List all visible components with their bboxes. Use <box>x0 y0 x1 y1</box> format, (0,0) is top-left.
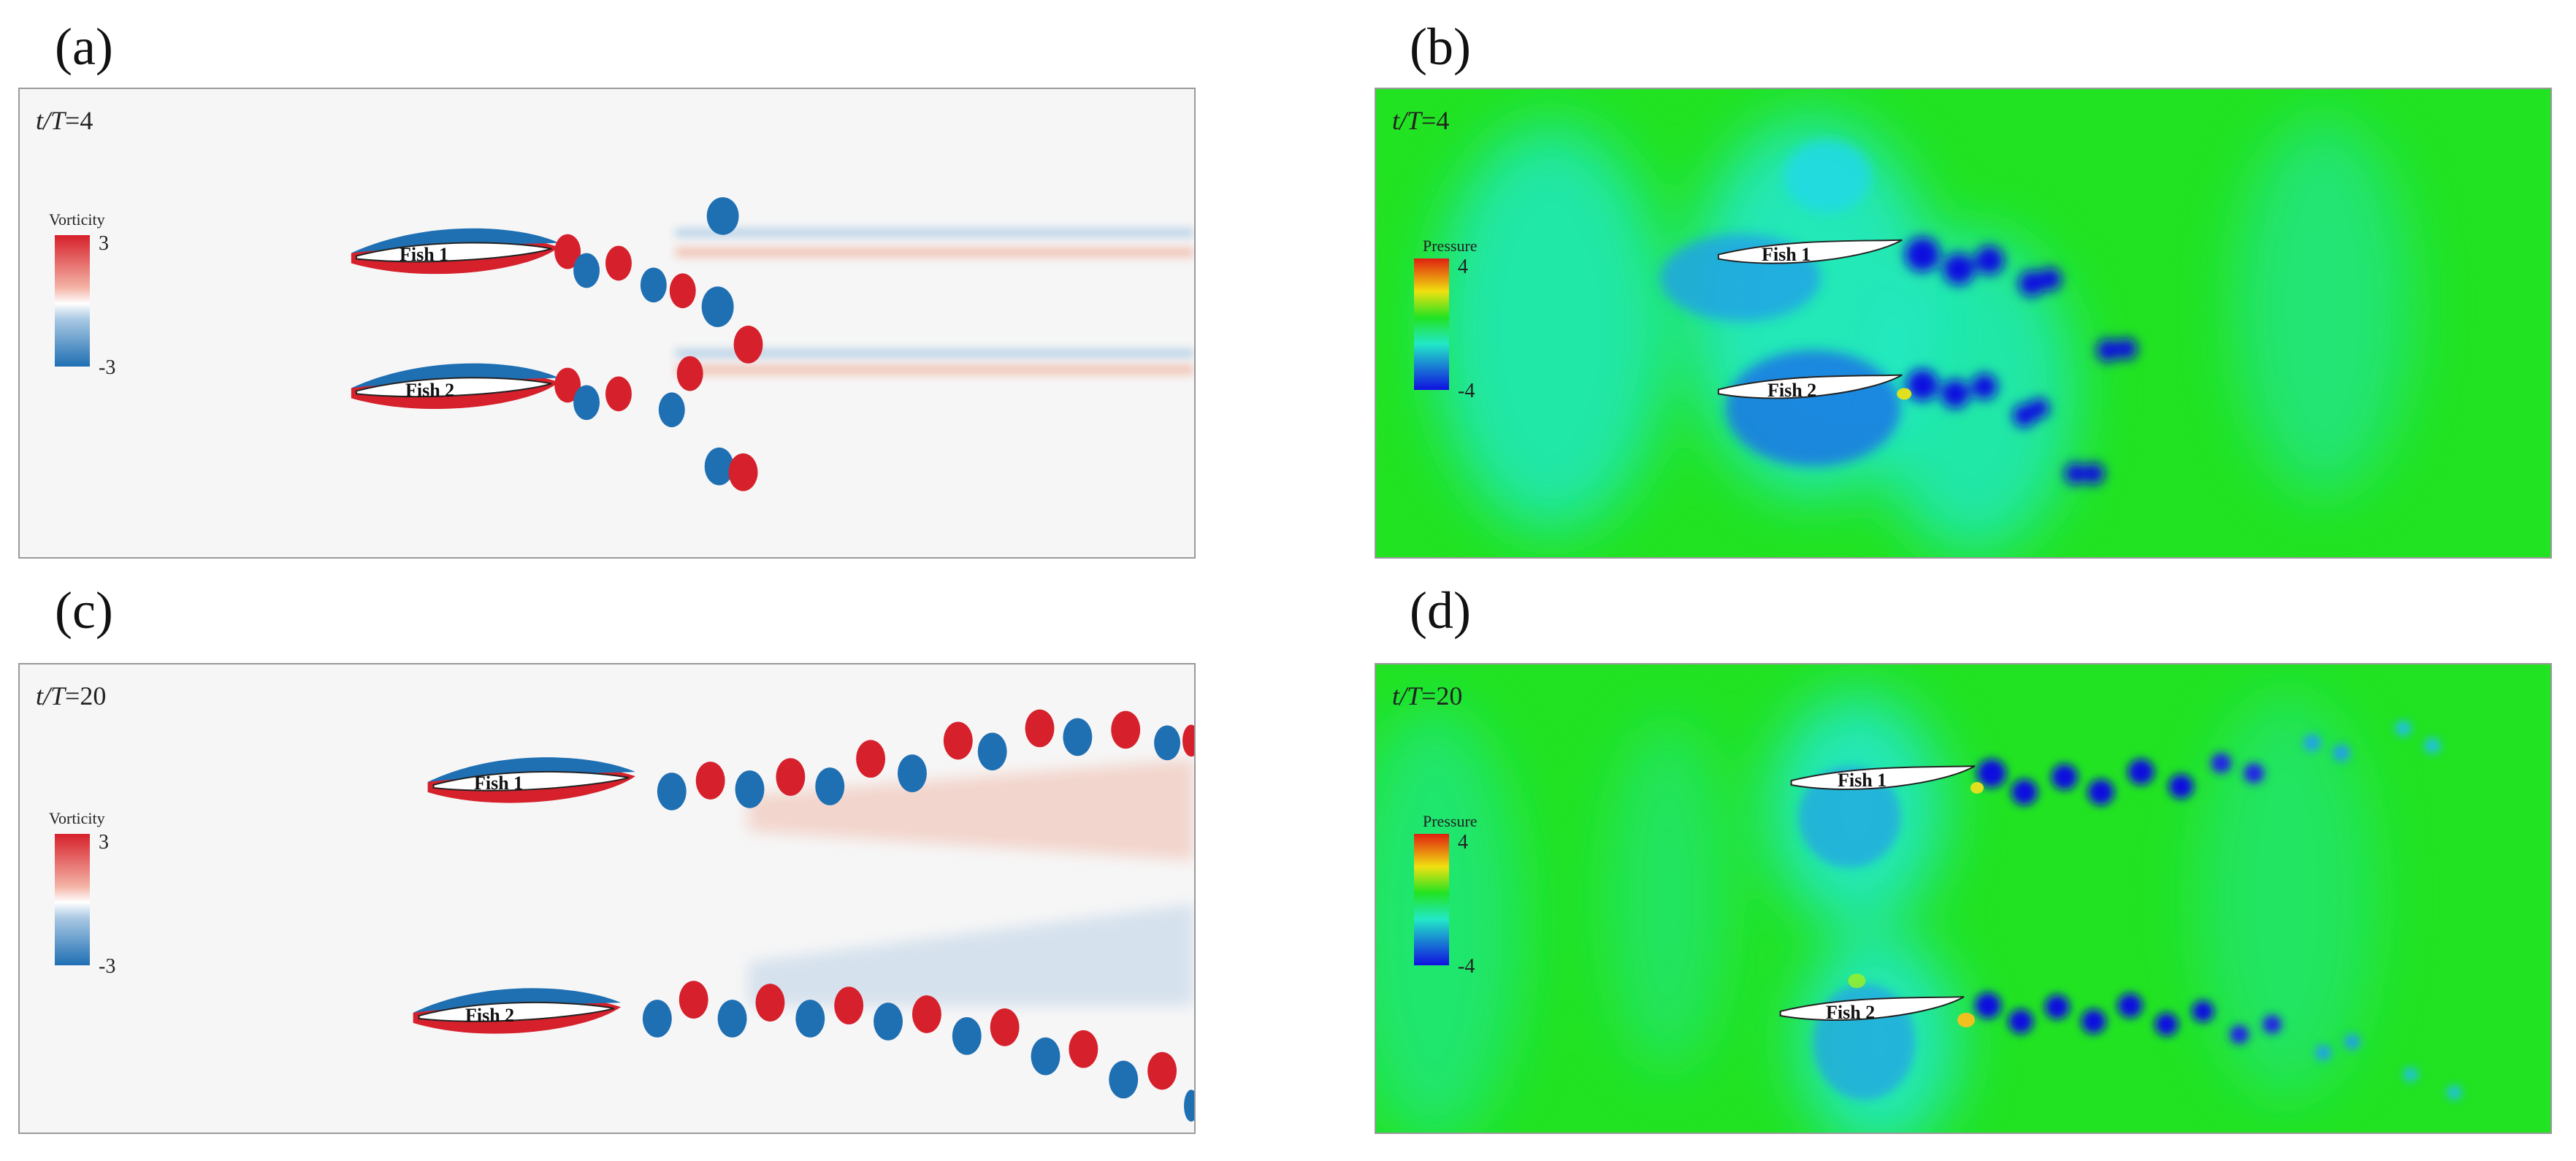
legend-max-b: 4 <box>1458 256 1468 278</box>
fish-1-label-d: Fish 1 <box>1838 770 1887 791</box>
fish-2-body-a <box>351 363 559 410</box>
pressure-vortices-d <box>1974 720 2462 1100</box>
pressure-field-d <box>1376 693 2462 1133</box>
time-label-d: t/T=20 <box>1392 681 1463 710</box>
fish-2-body-b <box>1717 374 1903 399</box>
pressure-colorbar-d <box>1414 834 1449 965</box>
fish-2-body-c <box>413 988 621 1034</box>
fish-1-body-d <box>1790 765 1976 790</box>
legend-min-c: -3 <box>99 955 116 978</box>
vortices-c <box>642 709 1194 1122</box>
legend-title-d: Pressure <box>1423 812 1478 830</box>
vorticity-colorbar-c <box>55 834 90 965</box>
fish-1-body-b <box>1717 239 1903 264</box>
fish-1-body-c <box>427 757 635 803</box>
legend-max-d: 4 <box>1458 831 1468 854</box>
legend-min-b: -4 <box>1458 380 1475 402</box>
fish-2-label-b: Fish 2 <box>1767 380 1817 401</box>
fish-1-body-a <box>351 228 559 275</box>
time-label-c: t/T=20 <box>36 681 107 710</box>
legend-title-c: Vorticity <box>49 809 105 827</box>
time-label-a: t/T=4 <box>36 106 93 135</box>
fish-1-label-c: Fish 1 <box>474 773 524 794</box>
fish-1-label-b: Fish 1 <box>1762 244 1811 265</box>
legend-max-c: 3 <box>99 831 109 854</box>
time-label-b: t/T=4 <box>1392 106 1450 135</box>
fish-2-label-c: Fish 2 <box>465 1005 515 1026</box>
fish-2-label-d: Fish 2 <box>1826 1002 1876 1023</box>
panel-c-vorticity: t/T=20 Vorticity 3 -3 Fish 1 Fish 2 <box>18 663 1196 1134</box>
vorticity-colorbar-a <box>55 235 90 367</box>
pressure-vortices-b <box>1905 237 2138 485</box>
legend-title-a: Vorticity <box>49 210 105 229</box>
fish-2-body-d <box>1779 996 1965 1021</box>
panel-label-a: (a) <box>55 18 113 76</box>
panel-a-vorticity: t/T=4 Vorticity 3 -3 Fish 1 Fish 2 <box>18 88 1196 559</box>
pressure-field-b <box>1434 118 2411 554</box>
panel-label-d: (d) <box>1410 581 1471 640</box>
panel-label-c: (c) <box>55 581 113 640</box>
legend-max-a: 3 <box>99 232 109 255</box>
legend-min-a: -3 <box>99 356 116 379</box>
vorticity-field-c <box>413 709 1194 1122</box>
panel-label-b: (b) <box>1410 18 1471 76</box>
legend-min-d: -4 <box>1458 955 1475 978</box>
vortices-a <box>554 197 763 491</box>
fish-2-label-a: Fish 2 <box>405 380 455 401</box>
panel-d-pressure: t/T=20 Pressure 4 -4 Fish 1 Fish 2 <box>1375 663 2552 1134</box>
panel-b-pressure: t/T=4 Pressure 4 -4 Fish 1 Fish 2 <box>1375 88 2552 559</box>
legend-title-b: Pressure <box>1423 237 1478 255</box>
fish-1-label-a: Fish 1 <box>400 244 449 265</box>
vorticity-field-a <box>351 197 1194 491</box>
pressure-colorbar-b <box>1414 258 1449 390</box>
